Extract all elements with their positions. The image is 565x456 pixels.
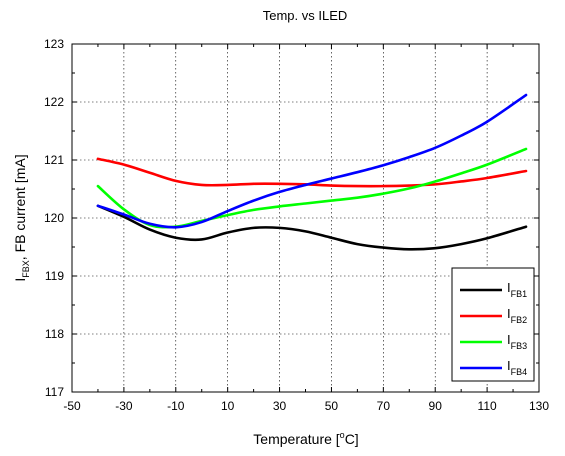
x-tick-label: 10	[221, 399, 235, 413]
legend-label-fb2: IFB2	[507, 306, 527, 325]
x-tick-label: 110	[478, 399, 497, 413]
series-line-fb3	[96, 147, 528, 229]
x-tick-label: -30	[115, 399, 133, 413]
y-tick-label: 118	[45, 327, 64, 341]
y-tick-label: 120	[44, 211, 64, 225]
y-tick-label: 122	[44, 95, 64, 109]
y-tick-label: 119	[45, 269, 64, 283]
y-tick-label: 121	[44, 153, 64, 167]
legend-label-fb3: IFB3	[507, 332, 527, 351]
x-tick-label: -10	[167, 399, 185, 413]
legend: IFB1 IFB2 IFB3 IFB4	[451, 267, 535, 382]
y-tick-label: 117	[45, 385, 64, 399]
ticks: -50 -30 -10 10 30 50 70 90 110 130 117 118 119 120 121…	[44, 37, 549, 413]
legend-label-fb4: IFB4	[507, 358, 527, 377]
x-tick-label: 50	[325, 399, 339, 413]
series-line-fb1	[96, 204, 528, 251]
x-tick-label: 70	[377, 399, 391, 413]
chart-title: Temp. vs ILED	[263, 8, 348, 23]
y-axis-label: IFBX, FB current [mA]	[12, 154, 31, 281]
series-line-fb4	[96, 93, 528, 229]
x-tick-label: 30	[273, 399, 287, 413]
x-tick-label: 90	[429, 399, 443, 413]
legend-box	[451, 267, 535, 382]
y-tick-label: 123	[44, 37, 64, 51]
x-axis-label: Temperature [oC]	[253, 430, 358, 447]
legend-label-fb1: IFB1	[507, 280, 527, 299]
x-tick-label: 130	[529, 399, 549, 413]
series-lines	[96, 93, 528, 251]
x-tick-label: -50	[63, 399, 81, 413]
